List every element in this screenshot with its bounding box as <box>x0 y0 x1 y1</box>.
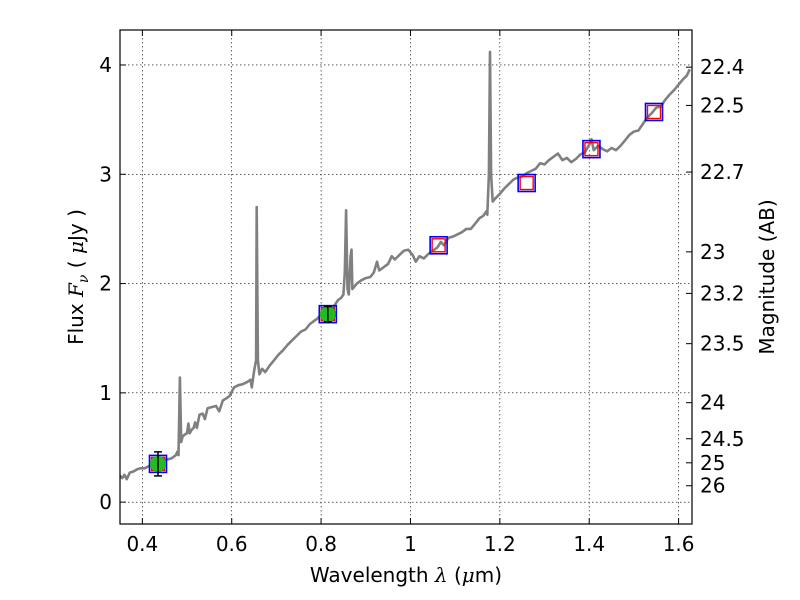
model-blue-square <box>429 236 448 255</box>
spectrum-line <box>119 50 691 481</box>
y-tick-label: 1 <box>99 381 112 405</box>
x-axis-label: Wavelength λ (μm) <box>310 563 502 587</box>
model-blue-square <box>582 139 601 159</box>
right-tick-label: 26 <box>700 474 725 498</box>
x-tick-label: 1 <box>404 532 417 556</box>
right-tick-label: 24 <box>700 391 725 415</box>
x-tick-label: 1.2 <box>484 532 516 556</box>
model-red-square <box>519 175 534 191</box>
x-tick-label: 1.6 <box>663 532 695 556</box>
plot-area <box>119 50 691 481</box>
y-tick-label: 2 <box>99 272 112 296</box>
model-blue-square <box>517 173 536 193</box>
model-red-square <box>646 104 662 120</box>
x-tick-label: 0.4 <box>126 532 158 556</box>
y-axis-label: Flux Fν ( μJy ) <box>64 209 92 345</box>
model-red-square <box>431 238 446 253</box>
model-blue-square <box>318 304 338 324</box>
right-tick-label: 25 <box>700 451 725 475</box>
right-tick-label: 22.5 <box>700 93 745 117</box>
model-red-square <box>584 141 599 157</box>
y-tick-label: 4 <box>99 53 112 77</box>
y-tick-label: 3 <box>99 162 112 186</box>
x-tick-label: 0.8 <box>305 532 337 556</box>
model-blue-square <box>644 102 664 122</box>
right-tick-label: 22.7 <box>700 160 745 184</box>
x-tick-label: 1.4 <box>573 532 605 556</box>
grid-lines <box>120 30 692 524</box>
right-tick-label: 24.5 <box>700 427 745 451</box>
x-tick-label: 0.6 <box>216 532 248 556</box>
plot-frame <box>119 29 693 525</box>
right-tick-label: 23.2 <box>700 281 745 305</box>
right-tick-label: 23 <box>700 240 725 264</box>
right-tick-label: 22.4 <box>700 55 745 79</box>
y-tick-label: 0 <box>99 490 112 514</box>
right-tick-label: 23.5 <box>700 332 745 356</box>
right-axis-label: Magnitude (AB) <box>755 199 779 354</box>
axis-ticks <box>120 30 692 524</box>
